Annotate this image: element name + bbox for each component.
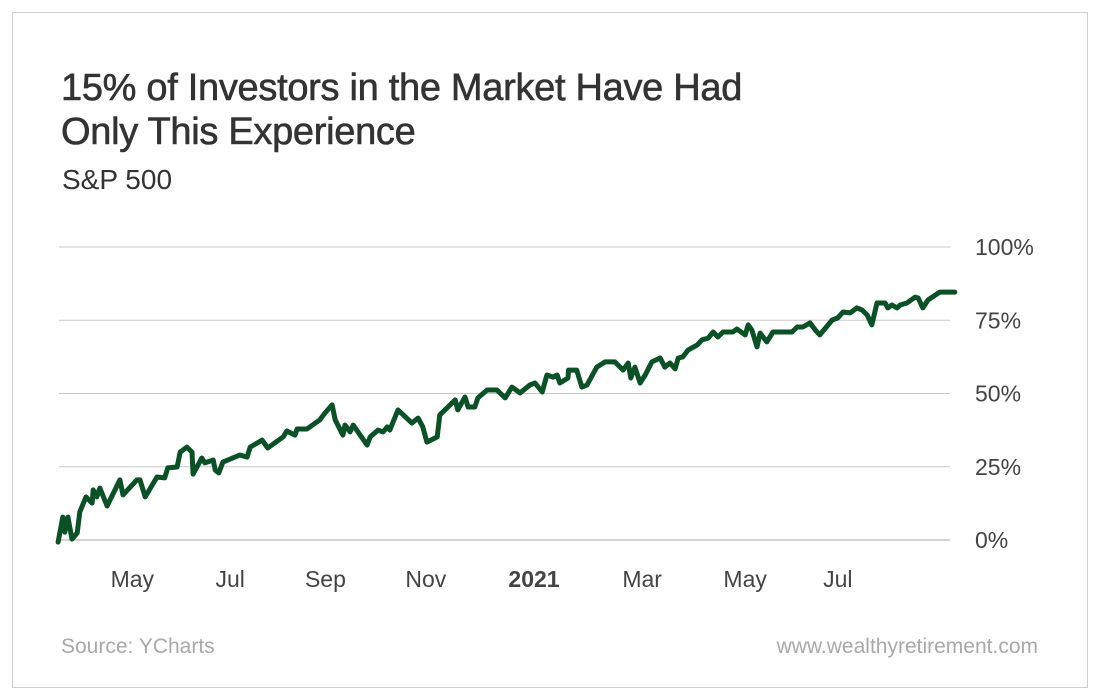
x-tick-label: 2021 [508, 566, 559, 592]
chart-title: 15% of Investors in the Market Have Had … [61, 66, 743, 154]
series-line-sp500 [55, 289, 958, 545]
y-tick-label: 25% [975, 454, 1021, 480]
chart-subtitle: S&P 500 [62, 164, 173, 195]
y-tick-label: 0% [975, 527, 1008, 553]
chart-frame [12, 12, 1088, 688]
x-tick-label: Jul [823, 566, 852, 592]
y-tick-label: 100% [975, 234, 1034, 260]
x-tick-label: Nov [405, 566, 446, 592]
title-line-1: 15% of Investors in the Market Have Had [61, 67, 743, 110]
title-line-2: Only This Experience [61, 111, 416, 154]
y-tick-label: 75% [975, 307, 1021, 333]
x-tick-label: Sep [305, 566, 346, 592]
x-tick-label: Jul [215, 566, 244, 592]
x-tick-label: May [723, 566, 767, 592]
gridlines [59, 246, 950, 541]
y-tick-label: 50% [975, 381, 1021, 407]
source-note: Source: YCharts [61, 635, 215, 658]
website-credit: www.wealthyretirement.com [776, 635, 1038, 658]
y-axis-ticks: 0% 25% 50% 75% 100% [975, 234, 1034, 553]
x-axis-ticks: May Jul Sep Nov 2021 Mar May Jul [111, 566, 853, 592]
x-tick-label: Mar [622, 566, 662, 592]
x-tick-label: May [111, 566, 155, 592]
